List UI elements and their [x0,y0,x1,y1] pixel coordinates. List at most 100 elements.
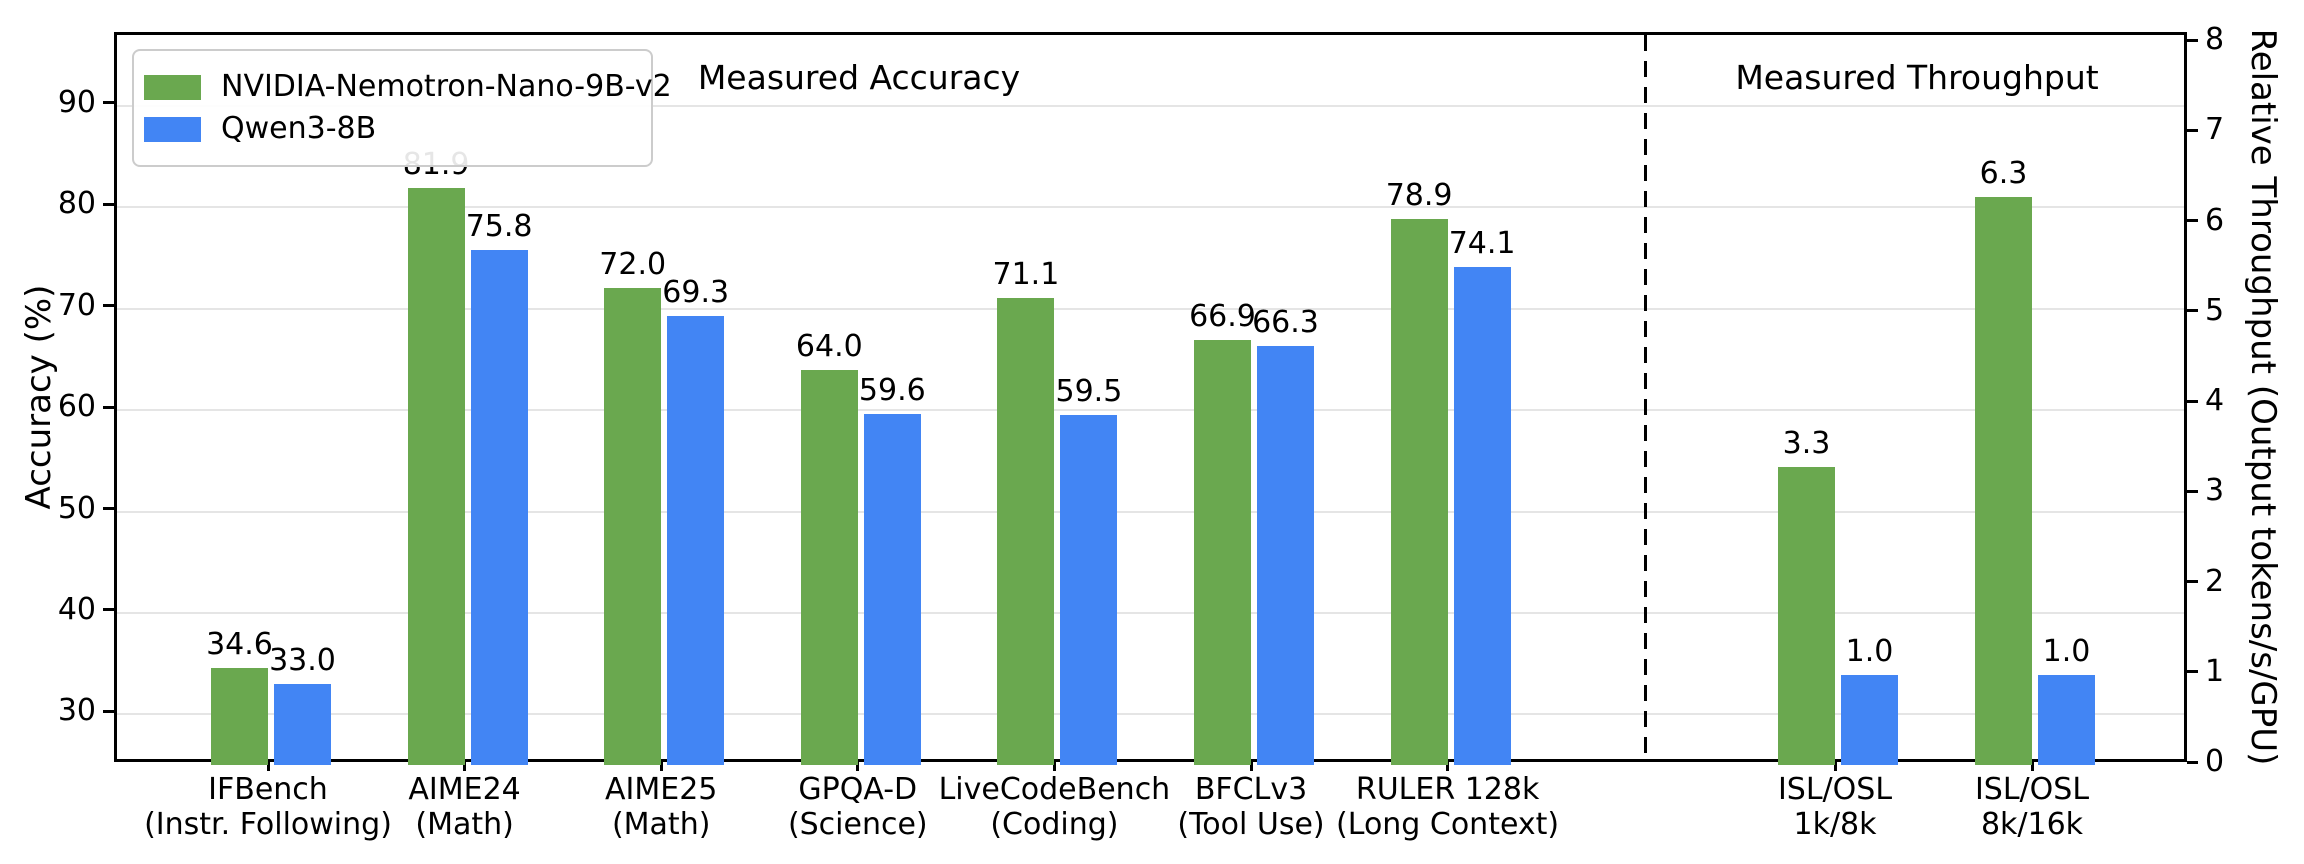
left-axis-tick-label: 40 [57,591,96,627]
x-axis-tick [1446,762,1450,771]
x-axis-tick [266,762,270,771]
left-axis-tick [103,101,114,105]
x-axis-category-label: ISL/OSL 1k/8k [1777,772,1893,842]
bar-value-label: 72.0 [599,247,667,283]
bar-value-label: 71.1 [992,256,1060,292]
bar-blue [1453,267,1511,765]
left-axis-tick [103,304,114,308]
x-axis-category-label: LiveCodeBench (Coding) [938,772,1171,842]
section-separator-dashed-line [1643,35,1647,759]
x-axis-category-label: BFCLv3 (Tool Use) [1177,772,1325,842]
legend-item-nemotron: NVIDIA-Nemotron-Nano-9B-v2 [144,69,672,105]
x-axis-category-label: ISL/OSL 8k/16k [1974,772,2090,842]
bar-green [407,188,465,765]
right-axis-tick [2187,580,2198,584]
grid-line [117,206,2184,209]
legend-item-qwen: Qwen3-8B [144,111,637,147]
plot-area: 34.681.972.064.071.166.978.93.36.333.075… [114,32,2187,765]
bar-value-label: 74.1 [1448,226,1516,262]
bar-green [1975,196,2032,765]
grid-line [117,307,2184,310]
bar-value-label: 64.0 [795,328,863,364]
right-axis-tick [2187,128,2198,132]
x-axis-category-label: GPQA-D (Science) [787,772,928,842]
bar-blue [667,315,725,765]
left-axis-tick-label: 80 [57,186,96,222]
bar-green [211,667,268,765]
right-axis-tick-label: 1 [2205,653,2225,689]
right-axis-tick-label: 3 [2205,473,2225,509]
left-axis-tick-label: 30 [57,693,96,729]
right-y-axis-label: Relative Throughput (Output tokens/s/GPU… [2243,28,2283,766]
bar-value-label: 59.6 [858,373,926,409]
grid-line [117,104,2184,107]
legend-swatch-green [144,74,201,100]
bar-blue [1257,346,1314,765]
accuracy-section-title: Measured Accuracy [697,58,1021,97]
bar-value-label: 66.3 [1252,305,1319,341]
left-axis-tick-label: 70 [57,287,96,323]
right-axis-tick-label: 2 [2205,563,2225,599]
bar-value-label: 6.3 [1979,155,2028,191]
legend: NVIDIA-Nemotron-Nano-9B-v2 Qwen3-8B [132,49,672,167]
x-axis-tick [1052,762,1056,771]
left-axis-tick [103,507,114,511]
x-axis-tick [856,762,860,771]
bar-green [1778,467,1835,765]
x-axis-category-label: RULER 128k (Long Context) [1336,772,1560,842]
bar-blue [1060,415,1118,765]
bar-value-label: 1.0 [2042,633,2091,669]
bar-value-label: 75.8 [465,208,533,244]
grid-line [117,510,2184,513]
left-axis-tick [103,202,114,206]
bar-blue [2038,674,2095,765]
bar-value-label: 66.9 [1189,299,1256,335]
bar-value-label: 69.3 [662,274,730,310]
bar-value-label: 78.9 [1385,177,1453,213]
bar-blue [274,683,331,765]
x-axis-category-label: AIME25 (Math) [604,772,718,842]
bar-green [604,288,662,765]
right-axis-tick-label: 8 [2205,22,2225,58]
bar-value-label: 3.3 [1782,426,1831,462]
left-axis-tick-label: 50 [57,490,96,526]
bar-green [997,297,1055,765]
legend-swatch-blue [144,116,201,142]
left-axis-tick [103,405,114,409]
left-y-axis-label: Accuracy (%) [19,284,59,510]
left-axis-tick [103,709,114,713]
left-axis-tick-label: 90 [57,84,96,120]
right-axis-tick [2187,670,2198,674]
bar-green [1390,218,1448,765]
right-axis-tick [2187,489,2198,493]
throughput-section-title: Measured Throughput [1735,58,2099,97]
grid-line [117,713,2184,716]
right-axis-tick-label: 0 [2205,744,2225,779]
bar-blue [863,414,921,765]
right-axis-tick [2187,399,2198,403]
right-axis-tick-label: 4 [2205,383,2225,419]
x-axis-tick [463,762,467,771]
bar-value-label: 34.6 [206,626,273,662]
x-axis-category-label: AIME24 (Math) [408,772,521,842]
right-axis-tick-label: 6 [2205,202,2225,238]
legend-label: NVIDIA-Nemotron-Nano-9B-v2 [221,69,672,104]
grid-line [117,409,2184,412]
right-axis-tick [2187,219,2198,223]
right-axis-tick-label: 5 [2205,292,2225,328]
bar-blue [470,249,528,765]
bar-green [800,369,858,765]
x-axis-category-label: IFBench (Instr. Following) [144,772,392,842]
right-axis-tick [2187,760,2198,764]
right-axis-tick [2187,38,2198,42]
x-axis-tick [2030,762,2034,771]
right-axis-tick-label: 7 [2205,112,2225,148]
bar-value-label: 33.0 [269,642,336,678]
bar-value-label: 1.0 [1845,633,1894,669]
right-axis-tick [2187,309,2198,313]
left-axis-tick-label: 60 [57,389,96,425]
bar-blue [1841,674,1898,765]
x-axis-tick [1833,762,1837,771]
grid-line [117,611,2184,614]
